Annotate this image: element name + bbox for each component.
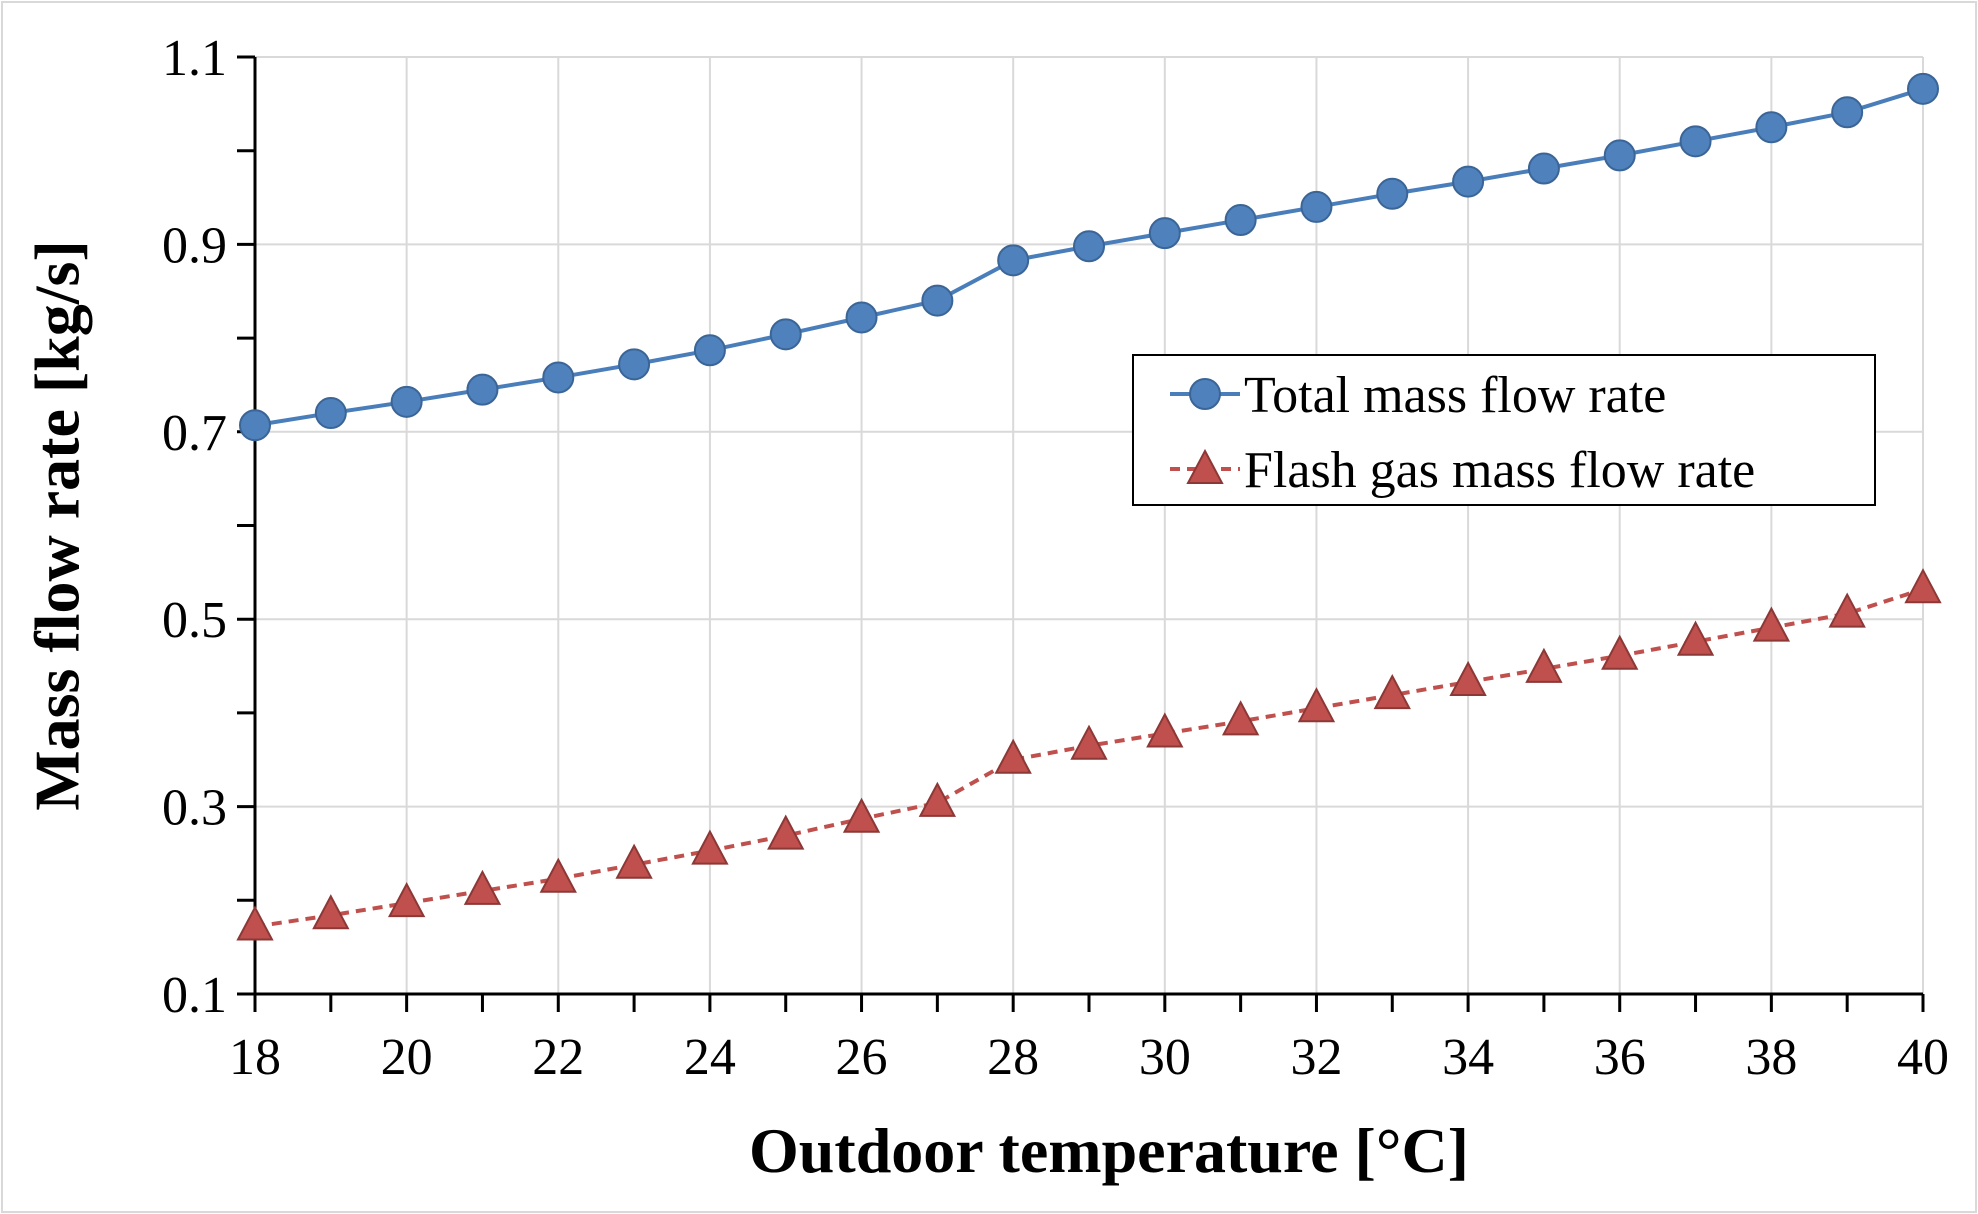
data-point-s1-14	[1297, 687, 1336, 723]
data-point-s1-16	[1449, 660, 1487, 696]
data-point-s1-3	[463, 869, 502, 905]
data-point-s1-0	[236, 905, 274, 941]
x-tick-label-8: 34	[1442, 1029, 1494, 1086]
data-point-s1-13	[1221, 700, 1260, 736]
data-point-s1-2	[387, 881, 426, 918]
data-point-s1-4	[539, 857, 577, 893]
data-point-s0-1	[314, 397, 347, 430]
x-tick-label-10: 38	[1745, 1029, 1797, 1086]
data-point-s0-3	[466, 373, 499, 406]
legend-box	[1132, 354, 1876, 506]
y-axis-title: Mass flow rate [kg/s]	[22, 240, 93, 811]
data-point-s0-10	[997, 244, 1030, 277]
data-point-s0-18	[1603, 139, 1636, 172]
data-point-s0-13	[1224, 204, 1257, 237]
x-tick-label-4: 26	[836, 1029, 888, 1086]
y-tick-label-5: 1.1	[162, 30, 227, 87]
y-tick-label-1: 0.3	[162, 780, 227, 837]
legend-label-total: Total mass flow rate	[1244, 367, 1666, 424]
data-point-s1-19	[1676, 620, 1715, 656]
data-point-s1-21	[1828, 592, 1866, 628]
data-point-s1-22	[1904, 568, 1942, 604]
x-tick-label-0: 18	[229, 1029, 281, 1086]
series-1	[236, 568, 1942, 941]
data-point-s0-11	[1073, 230, 1105, 263]
data-point-s0-9	[921, 284, 954, 317]
data-point-s0-2	[390, 385, 423, 418]
data-point-s0-21	[1831, 96, 1864, 129]
data-point-s0-17	[1527, 152, 1560, 185]
x-tick-label-11: 40	[1897, 1029, 1949, 1086]
data-point-s1-18	[1601, 634, 1639, 670]
x-tick-label-9: 36	[1594, 1029, 1646, 1086]
data-point-s1-1	[312, 894, 350, 930]
data-point-s1-8	[842, 797, 881, 833]
legend-marker-circle	[1189, 378, 1221, 410]
data-point-s0-7	[769, 318, 802, 351]
data-point-s1-9	[918, 781, 957, 817]
data-point-s0-0	[239, 409, 271, 442]
data-point-s1-15	[1373, 673, 1411, 710]
legend-marker-triangle	[1186, 448, 1224, 484]
x-tick-label-1: 20	[381, 1029, 433, 1086]
data-point-s1-17	[1525, 647, 1563, 683]
data-point-s0-6	[693, 334, 726, 367]
x-tick-label-7: 32	[1290, 1029, 1342, 1086]
data-point-s0-16	[1452, 165, 1485, 198]
series	[236, 72, 1942, 941]
legend-label-flash: Flash gas mass flow rate	[1244, 442, 1755, 499]
x-tick-label-5: 28	[987, 1029, 1039, 1086]
series-0	[239, 72, 1939, 442]
x-tick-label-6: 30	[1139, 1029, 1191, 1086]
axes	[237, 55, 1925, 1012]
y-tick-label-3: 0.7	[162, 405, 227, 462]
y-tick-label-2: 0.5	[162, 592, 227, 649]
y-tick-label-0: 0.1	[162, 967, 227, 1024]
y-tick-label-4: 0.9	[162, 217, 227, 274]
data-point-s0-20	[1755, 111, 1788, 144]
data-point-s0-12	[1148, 217, 1181, 250]
data-point-s0-15	[1376, 177, 1409, 210]
data-point-s1-7	[767, 814, 805, 850]
data-point-s0-5	[618, 348, 651, 381]
data-point-s0-22	[1907, 72, 1939, 105]
data-point-s1-20	[1752, 606, 1791, 642]
x-tick-label-2: 22	[532, 1029, 584, 1086]
data-point-s1-11	[1070, 724, 1108, 760]
data-point-s1-12	[1146, 712, 1184, 748]
data-point-s0-4	[542, 361, 575, 394]
data-point-s1-6	[691, 829, 729, 865]
tick-labels: 18 20 22 24 26 28 30 32 34 36 38 40 0.1 0.3 0.5 0.7 0.9 1…	[162, 30, 1949, 1086]
x-tick-label-3: 24	[684, 1029, 736, 1086]
data-point-s0-8	[845, 301, 878, 334]
legend: Total mass flow rate Flash gas mass flow…	[1132, 354, 1876, 506]
x-axis-title: Outdoor temperature [°C]	[749, 1115, 1469, 1186]
data-point-s1-10	[994, 738, 1032, 774]
data-point-s0-14	[1300, 190, 1333, 223]
data-point-s1-5	[615, 843, 653, 879]
data-point-s0-19	[1679, 125, 1712, 158]
